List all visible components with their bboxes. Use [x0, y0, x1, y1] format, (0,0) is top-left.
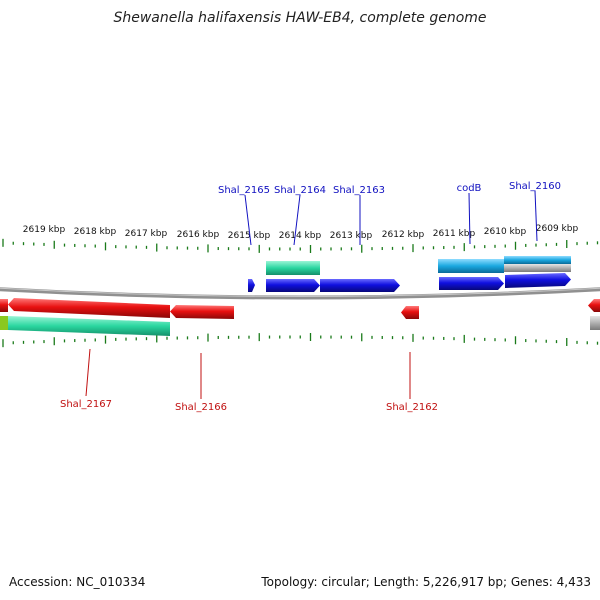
feature-grey	[590, 316, 600, 330]
genome-backbone	[0, 287, 600, 300]
scale-label: 2615 kbp	[228, 231, 271, 241]
gene-label-shal-2165[interactable]: Shal_2165	[218, 185, 270, 196]
feature-grey	[504, 264, 571, 272]
scale-ticks-bottom	[2, 333, 599, 348]
cds-reverse	[588, 299, 600, 312]
scale-label: 2618 kbp	[74, 227, 117, 237]
topology-text: Topology: circular; Length: 5,226,917 bp…	[261, 575, 591, 589]
genome-backbone-highlight	[0, 287, 600, 297]
scale-label: 2619 kbp	[23, 225, 66, 235]
map-title: Shewanella halifaxensis HAW-EB4, complet…	[113, 10, 487, 26]
scale-label: 2616 kbp	[177, 230, 220, 240]
gene-label-shal-2163[interactable]: Shal_2163	[333, 185, 385, 196]
feature-rna	[266, 261, 320, 275]
gene-label-shal-2167[interactable]: Shal_2167	[60, 399, 112, 410]
gene-label-shal-2160[interactable]: Shal_2160	[509, 181, 561, 192]
scale-label: 2611 kbp	[433, 229, 476, 239]
scale-label: 2613 kbp	[330, 231, 373, 241]
gene-label-codb[interactable]: codB	[457, 183, 482, 194]
cds-forward	[266, 279, 320, 292]
cds-reverse	[8, 298, 170, 318]
scale-ticks-top	[2, 238, 599, 253]
cds-forward	[248, 279, 255, 292]
top-label-leaders	[244, 190, 538, 246]
feature-misc	[0, 316, 8, 330]
bottom-label-leaders	[85, 348, 411, 399]
cds-forward	[439, 277, 504, 290]
scale-label: 2614 kbp	[279, 231, 322, 241]
cds-reverse	[0, 299, 8, 312]
feature-rna	[8, 316, 170, 336]
cds-reverse	[170, 305, 234, 319]
accession-text: Accession: NC_010334	[9, 575, 146, 589]
cds-forward	[320, 279, 400, 292]
gene-label-shal-2164[interactable]: Shal_2164	[274, 185, 326, 196]
scale-label: 2610 kbp	[484, 227, 527, 237]
feature-cyan	[438, 259, 504, 273]
scale-label: 2612 kbp	[382, 230, 425, 240]
gene-label-shal-2166[interactable]: Shal_2166	[175, 402, 227, 413]
scale-labels: 2619 kbp 2618 kbp 2617 kbp 2616 kbp 2615…	[23, 224, 579, 241]
cds-forward	[505, 273, 571, 288]
feature-cyan	[504, 256, 571, 264]
scale-label: 2617 kbp	[125, 229, 168, 239]
cds-reverse	[401, 306, 419, 319]
gene-label-shal-2162[interactable]: Shal_2162	[386, 402, 438, 413]
scale-label: 2609 kbp	[536, 224, 579, 234]
